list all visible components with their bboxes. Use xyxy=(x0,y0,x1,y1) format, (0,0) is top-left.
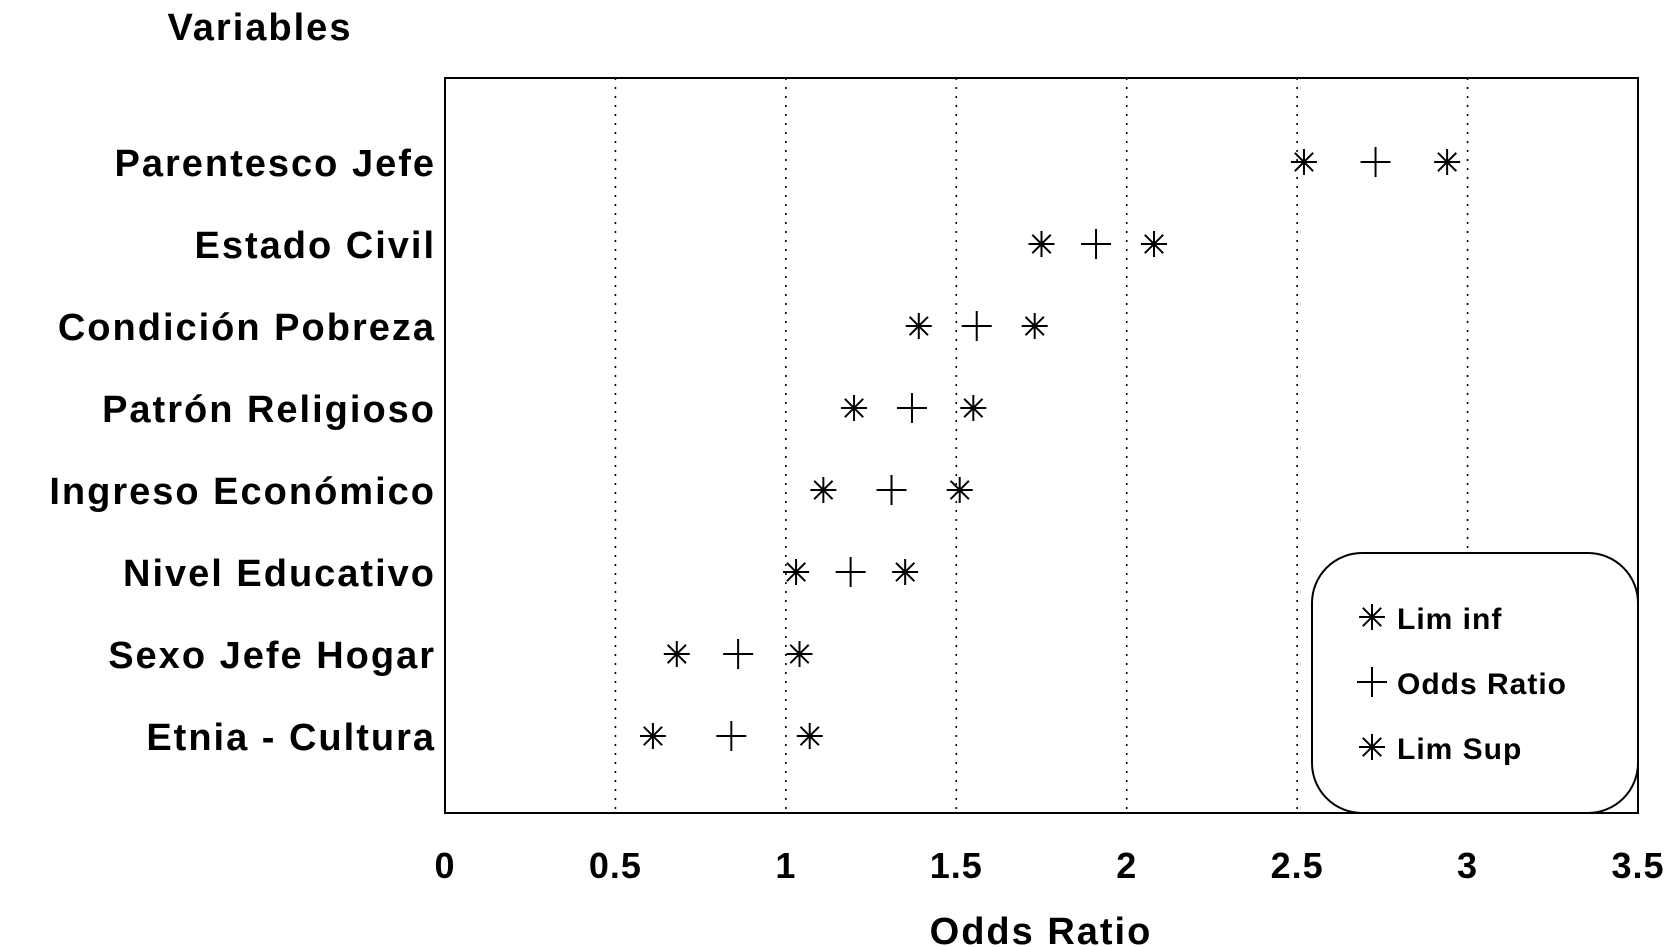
legend-label-lim-inf: Lim inf xyxy=(1397,603,1502,636)
marker-lim-inf xyxy=(841,395,868,421)
legend-marker-odds-ratio xyxy=(1357,667,1387,697)
legend-label-lim-sup: Lim Sup xyxy=(1397,733,1522,766)
x-tick-label: 2 xyxy=(1116,845,1137,886)
category-label: Nivel Educativo xyxy=(123,553,436,595)
marker-lim-sup xyxy=(1021,313,1048,339)
y-axis-title: Variables xyxy=(168,7,353,49)
category-label: Condición Pobreza xyxy=(58,307,436,349)
category-label: Sexo Jefe Hogar xyxy=(108,635,436,677)
legend: Lim inf Odds Ratio Lim Sup xyxy=(1311,552,1639,814)
marker-odds-ratio xyxy=(1081,229,1112,259)
x-tick-label: 1 xyxy=(775,845,796,886)
category-label: Parentesco Jefe xyxy=(115,143,437,185)
marker-odds-ratio xyxy=(896,393,927,423)
marker-odds-ratio xyxy=(716,721,747,751)
marker-lim-sup xyxy=(786,641,813,667)
marker-lim-sup xyxy=(1434,149,1461,175)
category-label: Estado Civil xyxy=(195,225,437,267)
x-tick-label: 3.5 xyxy=(1611,845,1664,886)
x-tick-label: 0.5 xyxy=(589,845,642,886)
marker-odds-ratio xyxy=(835,557,866,587)
marker-lim-inf xyxy=(639,723,666,749)
marker-lim-sup xyxy=(960,395,987,421)
x-axis-title: Odds Ratio xyxy=(930,911,1153,947)
marker-lim-sup xyxy=(892,559,919,585)
category-label: Etnia - Cultura xyxy=(146,717,436,759)
category-label: Ingreso Económico xyxy=(49,471,436,513)
legend-marker-lim-sup xyxy=(1359,734,1385,760)
marker-odds-ratio xyxy=(876,475,907,505)
legend-label-odds-ratio: Odds Ratio xyxy=(1397,668,1567,701)
category-labels: Parentesco Jefe Estado Civil Condición Pob… xyxy=(49,143,437,759)
x-tick-label: 3 xyxy=(1457,845,1478,886)
marker-lim-sup xyxy=(796,723,823,749)
marker-odds-ratio xyxy=(1360,147,1391,177)
marker-lim-inf xyxy=(663,641,690,667)
marker-lim-inf xyxy=(783,559,810,585)
marker-odds-ratio xyxy=(723,639,754,669)
x-tick-label: 1.5 xyxy=(930,845,983,886)
legend-marker-lim-inf xyxy=(1359,604,1385,630)
x-tick-label: 0 xyxy=(434,845,455,886)
marker-lim-inf xyxy=(810,477,837,503)
marker-lim-inf xyxy=(1290,149,1317,175)
plot-area-frame xyxy=(444,77,1639,814)
marker-lim-inf xyxy=(905,313,932,339)
legend-box xyxy=(1311,552,1639,814)
legend-items: Lim inf Odds Ratio Lim Sup xyxy=(1357,603,1567,766)
data-markers xyxy=(639,147,1461,751)
x-tick-labels: 0 0.5 1 1.5 2 2.5 3 3.5 xyxy=(434,845,1664,886)
marker-lim-sup xyxy=(1140,231,1167,257)
marker-odds-ratio xyxy=(961,311,992,341)
category-label: Patrón Religioso xyxy=(102,389,436,431)
marker-lim-sup xyxy=(946,477,973,503)
marker-lim-inf xyxy=(1028,231,1055,257)
x-tick-label: 2.5 xyxy=(1271,845,1324,886)
